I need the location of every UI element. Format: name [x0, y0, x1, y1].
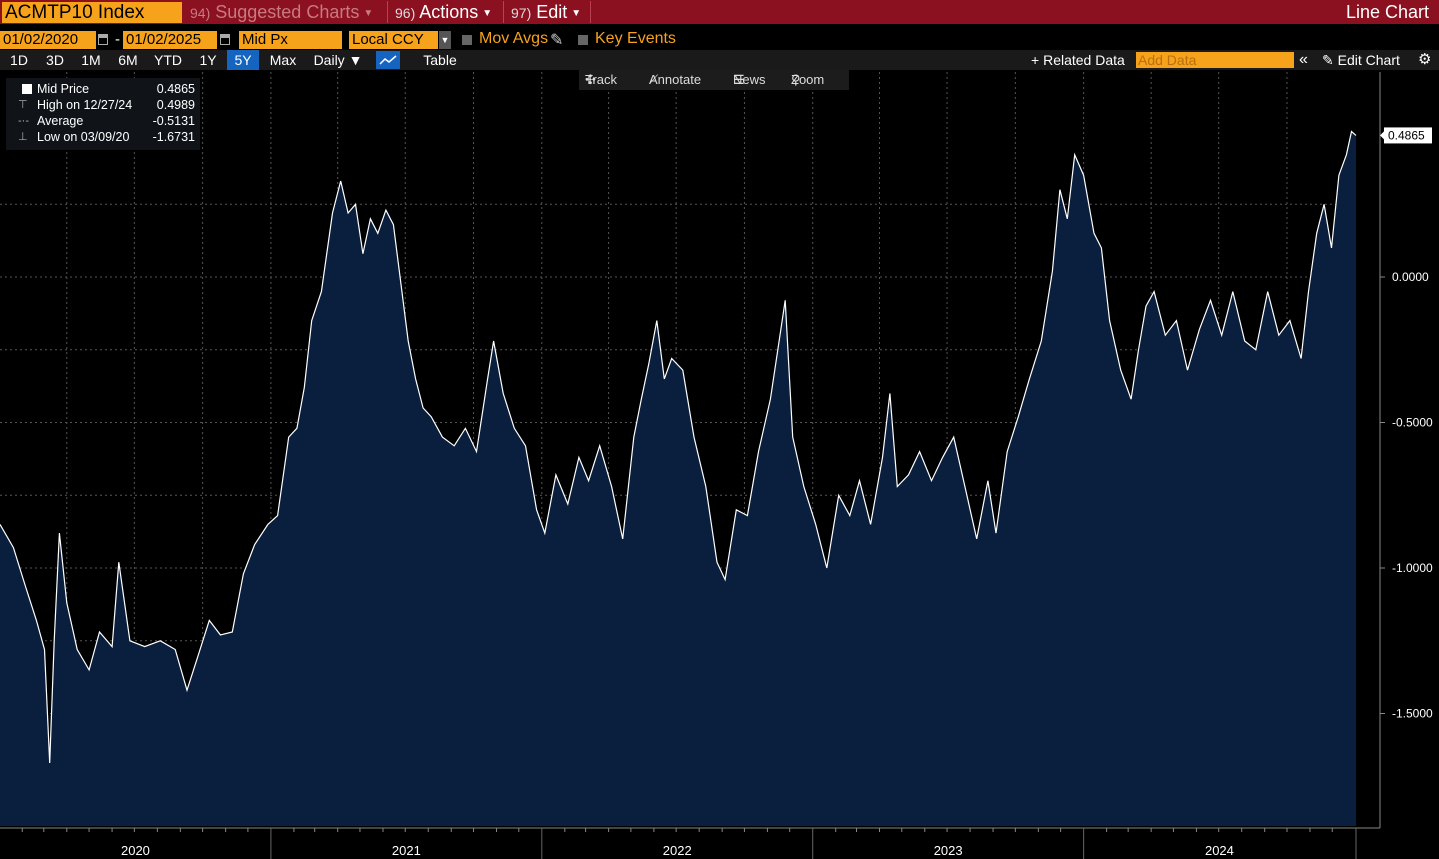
- chevron-down-icon[interactable]: ▼: [439, 31, 451, 49]
- period-toolbar: 1D 3D 1M 6M YTD 1Y 5Y Max Daily ▼ Table …: [0, 50, 1439, 70]
- last-value-pointer: [1380, 131, 1384, 140]
- edit-chart-label: Edit Chart: [1337, 52, 1400, 68]
- key-events-checkbox[interactable]: [578, 35, 588, 45]
- calendar-icon[interactable]: [98, 34, 108, 45]
- menu-label: Actions: [419, 2, 479, 22]
- collapse-icon[interactable]: «: [1299, 51, 1308, 68]
- key-events-label: Key Events: [595, 30, 676, 47]
- y-axis: 0.0000 -0.5000 -1.0000 -1.5000: [1379, 72, 1433, 828]
- legend-value: 0.4989: [156, 98, 195, 112]
- chart-legend: Mid Price 0.4865 ⊤ High on 12/27/24 0.49…: [6, 78, 200, 150]
- last-value-text: 0.4865: [1388, 128, 1425, 142]
- x-tick-label: 2020: [121, 843, 150, 858]
- legend-high: ⊤ High on 12/27/24 0.4989: [6, 97, 200, 113]
- magnifier-icon: ⚲: [791, 72, 801, 87]
- period-1m[interactable]: 1M: [81, 52, 101, 68]
- period-5y[interactable]: 5Y: [227, 50, 259, 70]
- period-max[interactable]: Max: [269, 52, 297, 68]
- x-tick-label: 2023: [934, 843, 963, 858]
- y-tick-label: -0.5000: [1392, 416, 1433, 430]
- currency-select[interactable]: Local CCY: [349, 31, 438, 49]
- edit-menu[interactable]: 97) Edit ▼: [511, 0, 581, 24]
- legend-average: -·- Average -0.5131: [6, 113, 200, 129]
- period-1d[interactable]: 1D: [10, 52, 28, 68]
- last-value-box: [1384, 127, 1432, 144]
- legend-label: Mid Price: [37, 82, 90, 96]
- y-tick-label: 0.0000: [1392, 270, 1429, 284]
- chart-tools-bar: ✣ Track ⟋ Annotate ☰ News ⚲ Zoom: [579, 70, 849, 90]
- zoom-label: Zoom: [791, 72, 825, 87]
- legend-label: High on 12/27/24: [37, 98, 133, 112]
- legend-label: Low on 03/09/20: [37, 130, 130, 144]
- last-value-label: 0.4865: [1380, 127, 1432, 144]
- period-ytd[interactable]: YTD: [154, 52, 182, 68]
- divider: [503, 1, 504, 23]
- news-label: News: [733, 72, 766, 87]
- pencil-icon[interactable]: ✎: [550, 32, 564, 49]
- gear-icon[interactable]: ⚙: [1418, 51, 1432, 68]
- x-tick-label: 2022: [663, 843, 692, 858]
- x-tick-label: 2024: [1205, 843, 1234, 858]
- add-data-input[interactable]: Add Data: [1136, 52, 1294, 68]
- legend-low: ⊥ Low on 03/09/20 -1.6731: [6, 129, 200, 145]
- frequency-label: Daily: [313, 52, 345, 68]
- date-separator: -: [115, 31, 120, 48]
- start-date-field[interactable]: 01/02/2020: [0, 31, 96, 49]
- legend-value: -0.5131: [152, 114, 195, 128]
- high-marker-icon: ⊤: [18, 99, 28, 111]
- menu-number: 94): [190, 5, 211, 21]
- suggested-charts-menu[interactable]: 94) Suggested Charts ▼: [190, 0, 373, 24]
- related-data-label: Related Data: [1043, 52, 1125, 68]
- legend-label: Average: [37, 114, 84, 128]
- top-bar: ACMTP10 Index 94) Suggested Charts ▼ 96) …: [0, 0, 1439, 24]
- table-button[interactable]: Table: [423, 52, 457, 68]
- mov-avgs-label: Mov Avgs: [479, 30, 549, 47]
- y-tick-label: -1.5000: [1392, 707, 1433, 721]
- period-3d[interactable]: 3D: [46, 52, 64, 68]
- annotate-label: Annotate: [649, 72, 702, 87]
- price-line: [0, 130, 1357, 764]
- caret-down-icon: ▼: [482, 8, 493, 19]
- price-area: [0, 131, 1356, 826]
- page-title: Line Chart: [1345, 2, 1429, 22]
- legend-mid-price[interactable]: Mid Price 0.4865: [6, 81, 200, 97]
- controls-row: 01/02/2020 - 01/02/2025 Mid Px Local CCY…: [0, 29, 1439, 50]
- mov-avgs-checkbox[interactable]: [462, 35, 472, 45]
- pencil-icon: ✎: [1322, 52, 1334, 68]
- menu-label: Edit: [536, 2, 568, 22]
- y-tick-label: -1.0000: [1392, 561, 1433, 575]
- series-swatch: [22, 84, 32, 94]
- period-6m[interactable]: 6M: [118, 52, 138, 68]
- crosshair-icon: ✣: [585, 72, 596, 87]
- caret-down-icon: ▼: [571, 8, 582, 19]
- news-icon: ☰: [733, 72, 745, 87]
- caret-down-icon: ▼: [363, 8, 374, 19]
- menu-label: Suggested Charts: [215, 2, 360, 22]
- divider: [590, 1, 591, 23]
- actions-menu[interactable]: 96) Actions ▼: [395, 0, 492, 24]
- legend-value: 0.4865: [156, 82, 195, 96]
- menu-number: 96): [395, 5, 416, 21]
- legend-value: -1.6731: [152, 130, 195, 144]
- track-label: Track: [585, 72, 618, 87]
- edit-chart-button[interactable]: ✎ Edit Chart: [1322, 50, 1400, 70]
- line-chart-icon[interactable]: [376, 51, 400, 69]
- ticker-input[interactable]: ACMTP10 Index: [2, 2, 182, 23]
- plus-icon: +: [1031, 52, 1040, 68]
- calendar-icon[interactable]: [220, 34, 230, 45]
- period-1y[interactable]: 1Y: [199, 52, 217, 68]
- pen-icon: ⟋: [649, 72, 659, 87]
- end-date-field[interactable]: 01/02/2025: [123, 31, 217, 49]
- price-field-select[interactable]: Mid Px: [239, 31, 342, 49]
- divider: [387, 1, 388, 23]
- frequency-select[interactable]: Daily ▼: [313, 52, 363, 68]
- x-axis: 2020 2021 2022 2023 2024: [0, 827, 1380, 859]
- x-tick-label: 2021: [392, 843, 421, 858]
- related-data-button[interactable]: + Related Data: [1031, 50, 1131, 70]
- menu-number: 97): [511, 5, 532, 21]
- average-marker-icon: -·-: [18, 115, 29, 127]
- low-marker-icon: ⊥: [18, 131, 28, 143]
